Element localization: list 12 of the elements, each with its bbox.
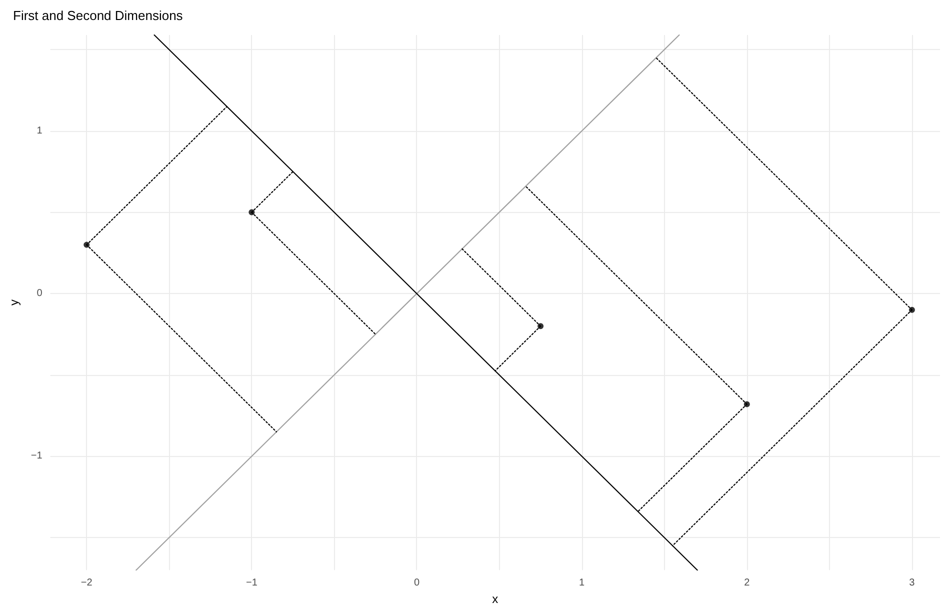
x-tick-label: −2 xyxy=(80,578,93,589)
y-tick-label: −1 xyxy=(30,450,43,462)
x-tick-label: 2 xyxy=(744,578,750,589)
x-axis-title: x xyxy=(492,592,498,606)
x-tick-label: 0 xyxy=(414,578,420,589)
x-tick-label: −1 xyxy=(246,578,258,589)
y-axis-title: y xyxy=(7,300,21,306)
x-tick-label: 3 xyxy=(909,578,916,589)
chart-title: First and Second Dimensions xyxy=(13,8,184,23)
y-tick-label: 0 xyxy=(36,288,43,300)
x-tick-label: 1 xyxy=(579,578,586,589)
y-tick-label: 1 xyxy=(36,125,43,136)
